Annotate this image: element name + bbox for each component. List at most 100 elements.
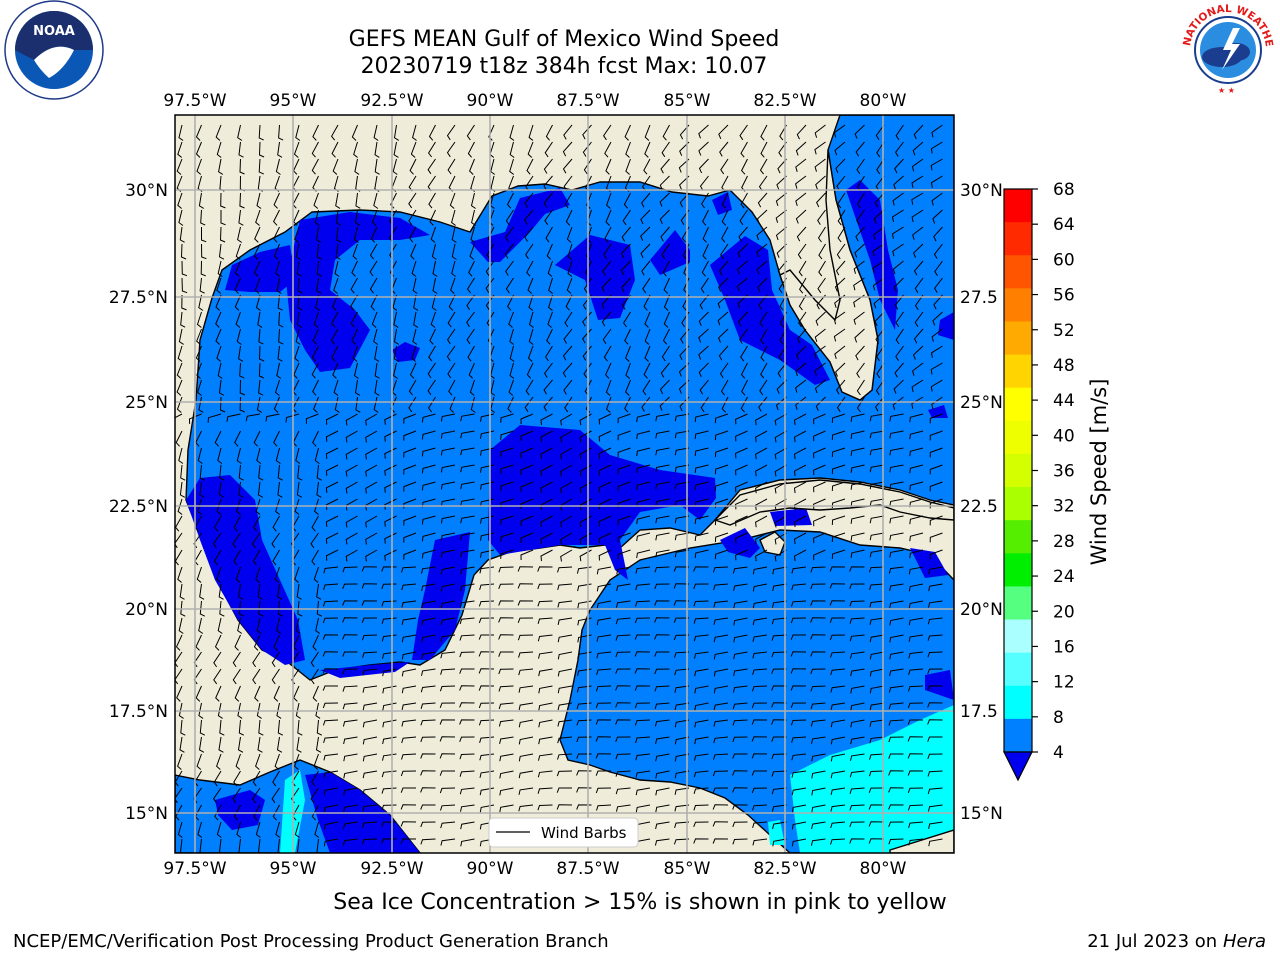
wind-barb: [440, 413, 456, 422]
wind-barb: [237, 702, 243, 719]
wind-barb: [912, 226, 924, 240]
wind-barb: [258, 362, 265, 379]
wind-barb: [892, 192, 904, 206]
wind-barb: [314, 821, 320, 838]
wind-barb: [315, 294, 321, 311]
wind-barb: [499, 770, 514, 779]
lon-label-bottom: 82.5°W: [753, 859, 816, 879]
wind-barb: [193, 787, 202, 804]
wind-barb: [595, 753, 612, 759]
wind-barb: [625, 158, 631, 175]
wind-barb: [740, 158, 748, 175]
wind-barb: [712, 821, 729, 827]
colorbar-extend-arrow: [1003, 751, 1033, 782]
wind-barb: [795, 396, 807, 410]
wind-barb: [311, 770, 319, 787]
wind-barb: [352, 345, 358, 362]
wind-barb: [325, 447, 339, 459]
wind-barb: [740, 192, 748, 209]
wind-barb: [774, 413, 787, 426]
wind-barb: [177, 141, 183, 158]
wind-barb: [856, 158, 865, 175]
wind-barb: [869, 430, 885, 439]
wind-barb: [889, 668, 904, 677]
wind-barb: [930, 175, 943, 188]
wind-barb: [537, 600, 553, 607]
wind-barb: [310, 651, 319, 668]
wind-barb: [296, 311, 303, 328]
wind-barb: [694, 413, 709, 422]
wind-barb: [313, 311, 319, 328]
wind-barb: [634, 617, 651, 624]
wind-barb: [913, 243, 924, 258]
wind-barb: [830, 668, 846, 676]
wind-barb: [218, 838, 223, 853]
wind-barb: [655, 549, 670, 558]
wind-barb: [544, 141, 553, 158]
wind-barb: [604, 141, 612, 158]
legend-label: Wind Barbs: [541, 824, 627, 842]
colorbar-tick-label: 20: [1053, 602, 1075, 622]
wind-barb: [343, 821, 358, 830]
wind-barb: [540, 447, 553, 460]
wind-barb: [527, 141, 534, 158]
wind-barb: [178, 124, 184, 141]
wind-barb: [466, 294, 475, 310]
lat-label-left: 22.5°N: [109, 497, 168, 517]
colorbar-tick-label: 44: [1053, 391, 1075, 411]
wind-barb: [598, 532, 612, 544]
wind-barb: [760, 362, 768, 379]
wind-barb: [810, 838, 826, 846]
wind-barb: [615, 600, 631, 608]
wind-barb: [625, 141, 631, 158]
wind-barb: [374, 345, 380, 362]
wind-barb: [733, 583, 748, 592]
wind-barb: [401, 566, 417, 573]
wind-barb: [791, 787, 807, 796]
wind-barb: [215, 328, 222, 345]
wind-barb: [586, 192, 592, 209]
wind-barb: [654, 702, 670, 710]
colorbar-tick-label: 32: [1053, 497, 1075, 517]
wind-barb: [810, 651, 826, 657]
wind-barb: [440, 498, 456, 507]
wind-barb: [595, 736, 612, 742]
wind-barb: [566, 226, 573, 243]
wind-barb: [351, 260, 358, 277]
hispaniola-edge: [889, 829, 954, 853]
wind-barb: [509, 328, 515, 345]
wind-barb: [365, 464, 378, 477]
wind-barb: [760, 124, 768, 141]
wind-barb: [400, 821, 417, 827]
wind-barb: [679, 175, 690, 190]
wind-barb: [342, 651, 358, 657]
wind-barb: [833, 328, 846, 342]
lon-label-top: 80°W: [860, 91, 907, 111]
wind-barb: [518, 719, 534, 728]
wind-barb: [440, 651, 456, 659]
wind-barb: [195, 124, 202, 141]
wind-barb: [751, 770, 767, 776]
wind-barb: [891, 226, 904, 239]
wind-barb: [817, 277, 826, 294]
wind-barb: [811, 753, 826, 762]
wind-barb: [226, 413, 241, 422]
wind-barb: [181, 277, 188, 294]
wind-barb: [755, 464, 768, 477]
wind-barb: [596, 634, 612, 642]
wind-barb: [232, 787, 241, 804]
wind-barb: [239, 362, 245, 379]
wind-barb: [350, 294, 358, 311]
wind-barb: [517, 634, 534, 641]
wind-barb: [911, 158, 924, 172]
wind-barb: [654, 668, 670, 675]
wind-barb: [373, 124, 379, 141]
wind-barb: [869, 753, 885, 760]
wind-barb: [448, 379, 456, 396]
wind-barb: [411, 260, 417, 277]
wind-barb: [791, 804, 807, 813]
wind-barb: [698, 141, 709, 156]
wind-barb: [772, 600, 787, 608]
colorbar-tick-label: 56: [1053, 286, 1075, 306]
wind-barb: [409, 158, 417, 175]
